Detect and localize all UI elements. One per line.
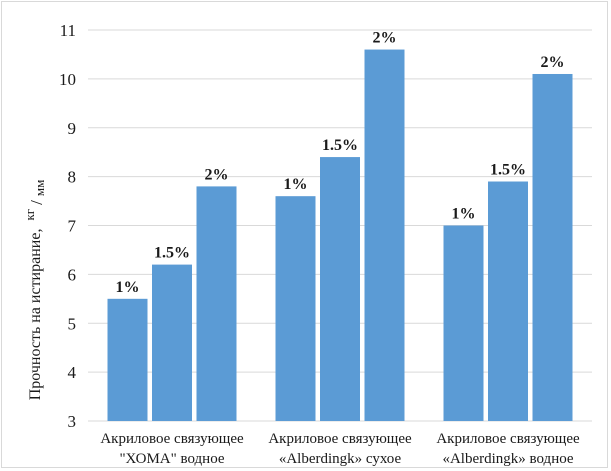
data-label: 1% xyxy=(116,279,140,296)
y-tick-label: 7 xyxy=(68,217,77,236)
y-tick-label: 5 xyxy=(68,314,77,333)
y-tick-label: 6 xyxy=(68,265,77,284)
bar xyxy=(275,196,316,421)
data-label: 1.5% xyxy=(154,245,190,262)
y-tick-label: 3 xyxy=(68,412,77,431)
y-tick-label: 11 xyxy=(60,21,76,40)
data-label: 1.5% xyxy=(490,162,526,179)
category-label: Акриловое связующее xyxy=(268,431,412,447)
y-axis-unit-denominator: мм xyxy=(32,180,47,196)
bar xyxy=(107,298,148,421)
category-label: Акриловое связующее xyxy=(436,431,580,447)
bar xyxy=(364,49,405,422)
category-label: «Alberdingk» сухое xyxy=(279,451,402,467)
data-label: 1.5% xyxy=(322,137,358,154)
y-axis-label-text: Прочность на истирание, xyxy=(27,229,44,401)
data-label: 2% xyxy=(373,30,397,47)
category-label: "ХОМА" водное xyxy=(119,451,224,467)
y-axis-unit-slash: / xyxy=(27,200,46,205)
category-label: Акриловое связующее xyxy=(100,431,244,447)
y-tick-label: 4 xyxy=(68,363,77,382)
y-tick-label: 10 xyxy=(59,70,76,89)
bar xyxy=(320,157,360,421)
bar xyxy=(443,225,484,421)
y-tick-label: 8 xyxy=(68,168,77,187)
data-label: 2% xyxy=(205,166,229,183)
data-labels: 1% 1.5% 2% 1% 1.5% 2% 1% 1.5% 2% xyxy=(116,30,565,296)
bar xyxy=(532,73,573,422)
bar xyxy=(196,186,237,421)
data-label: 1% xyxy=(452,206,476,223)
bars xyxy=(107,49,573,422)
bar xyxy=(488,181,528,421)
bar xyxy=(152,264,192,421)
y-axis-label: Прочность на истирание, кг / мм xyxy=(21,180,47,401)
y-axis-unit-numerator: кг xyxy=(22,209,37,221)
y-tick-label: 9 xyxy=(68,119,77,138)
data-label: 2% xyxy=(541,54,565,71)
category-labels: Акриловое связующее "ХОМА" водное Акрилово… xyxy=(100,431,580,467)
data-label: 1% xyxy=(284,176,308,193)
category-label: «Alberdingk» водное xyxy=(442,451,573,467)
y-tick-labels: 3 4 5 6 7 8 9 10 11 xyxy=(59,21,77,431)
